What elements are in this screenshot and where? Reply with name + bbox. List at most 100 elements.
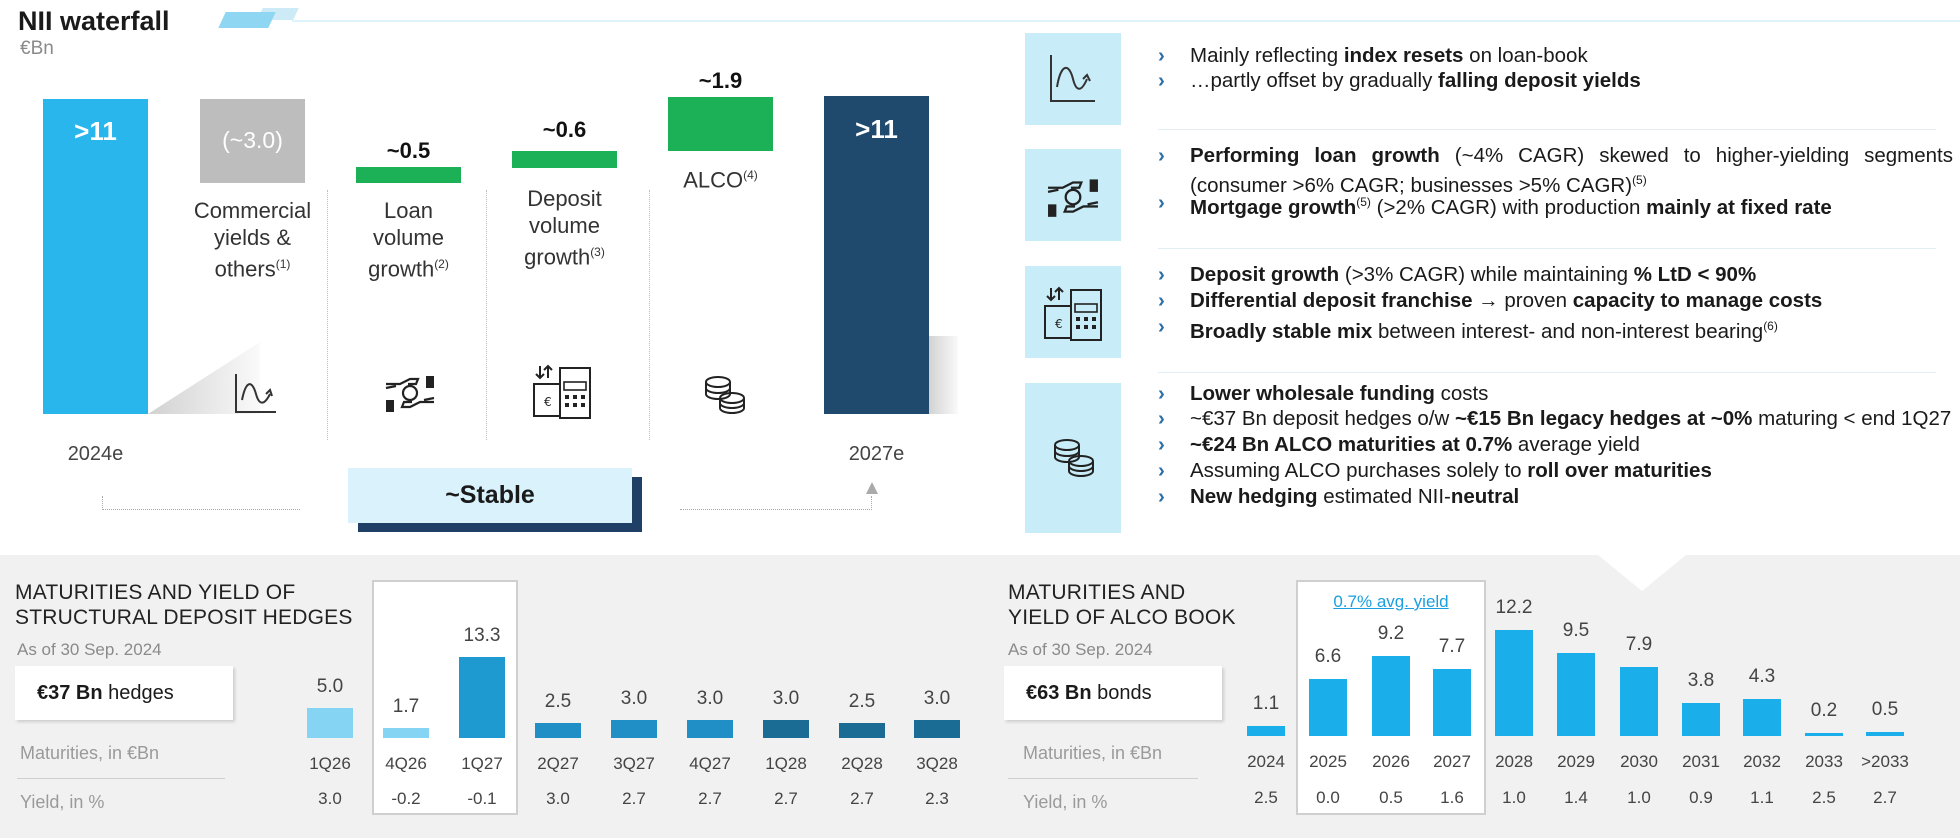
yield-value: 1.4 [1564,788,1588,807]
driver-bullet: › Mortgage growth(5) (>2% CAGR) with prod… [1158,191,1832,219]
yield-value: 3.0 [318,789,342,808]
coins-icon [1054,439,1094,477]
bar [1620,667,1658,736]
chevron-right-icon: › [1158,191,1165,214]
category-label: 2Q27 [537,754,579,773]
yield-value: 2.7 [622,789,646,808]
loan-volume-bar [356,167,461,183]
alco-label: ALCO(4) [683,167,758,193]
bar [1247,726,1285,736]
bar-value: 3.0 [620,687,648,709]
yield-value: 2.7 [1873,788,1897,807]
driver-bullet: › Broadly stable mix between interest- an… [1158,315,1778,343]
driver-bullet: › Lower wholesale funding costs [1158,382,1489,405]
end-bar-label: 2027e [848,443,905,465]
alco-value: ~1.9 [698,68,743,93]
category-label: 2033 [1805,752,1843,771]
category-label: 2031 [1682,752,1720,771]
bar-value: 3.8 [1687,669,1715,691]
category-label: 3Q28 [916,754,958,773]
bar-value: 4.3 [1748,665,1776,687]
category-label: 4Q26 [385,754,427,773]
commercial-yields-bar [200,99,305,183]
category-label: 3Q27 [613,754,655,773]
bar [839,722,885,738]
stable-label: ~Stable [348,468,632,523]
driver-bullet: › New hedging estimated NII-neutral [1158,485,1520,508]
waterfall-chart: >11 2024e (~3.0) Commercial yields & oth… [0,0,980,540]
chevron-right-icon: › [1158,459,1165,482]
start-bar-label: 2024e [67,443,124,465]
chevron-right-icon: › [1158,485,1165,508]
hedges-total-pill: €37 Bn hedges [15,666,233,720]
drivers-panel: € [1000,25,1960,545]
start-bar-value: >11 [74,116,117,146]
deposit-volume-bar [512,151,617,168]
yield-value: 1.1 [1750,788,1774,807]
avg-yield-label[interactable]: 0.7% avg. yield [1333,592,1449,611]
bar [611,719,657,738]
category-label: 2030 [1620,752,1658,771]
chevron-right-icon: › [1158,69,1165,92]
hedges-as-of: As of 30 Sep. 2024 [17,640,162,659]
bar-value: 3.0 [696,687,724,709]
bar [687,719,733,738]
rule [1008,778,1198,779]
yield-value: 0.0 [1316,788,1340,807]
start-bar [43,99,148,414]
bar-value: 9.2 [1377,622,1405,644]
driver-bullet: › Deposit growth (>3% CAGR) while maintai… [1158,263,1757,286]
driver-bullet: › ~€37 Bn deposit hedges o/w ~€15 Bn lega… [1158,407,1952,430]
chevron-right-icon: › [1158,44,1165,67]
alco-as-of: As of 30 Sep. 2024 [1008,640,1153,659]
bar [307,707,353,738]
hedges-maturities-label: Maturities, in €Bn [20,743,160,763]
yield-value: 2.5 [1812,788,1836,807]
deposit-volume-value: ~0.6 [542,117,587,142]
alco-yield-label: Yield, in % [1023,792,1108,812]
loan-volume-value: ~0.5 [386,138,431,163]
hedges-title: MATURITIES AND YIELD OF STRUCTURAL DEPOS… [15,581,353,629]
stable-bracket-left [102,496,300,510]
bar-value: 1.1 [1252,693,1280,715]
category-label: 1Q28 [765,754,807,773]
yield-value: -0.2 [391,789,421,808]
bar-value: 13.3 [463,624,501,646]
line-chart-icon [1050,55,1095,102]
driver-bullet: › Differential deposit franchise → proven… [1158,289,1823,312]
driver-icon-tile [1025,383,1121,533]
bar [1495,629,1533,736]
hand-coin-icon [385,376,435,412]
yield-value: 2.7 [698,789,722,808]
yield-value: 0.9 [1689,788,1713,807]
bar [763,719,809,738]
separator [486,190,487,440]
arrow-head [866,482,878,494]
bar-value: 5.0 [316,675,344,697]
driver-bullet: › ~€24 Bn ALCO maturities at 0.7% average… [1158,433,1640,456]
bar [383,727,429,738]
loan-volume-label: Loan volume growth(2) [368,198,449,282]
bar [1309,678,1347,736]
driver-icon-tile [1025,33,1121,125]
chevron-right-icon: › [1158,382,1165,405]
driver-icon-tile [1025,149,1121,241]
separator [327,190,328,440]
driver-bullet: › Performing loan growth (~4% CAGR) skewe… [1158,144,1953,197]
bar [459,656,505,738]
svg-text:€: € [1055,317,1063,331]
svg-text:€: € [544,395,552,409]
yield-value: 1.0 [1502,788,1526,807]
bar [1743,698,1781,736]
yield-value: 0.5 [1379,788,1403,807]
category-label: >2033 [1861,752,1909,771]
bar-value: 6.6 [1314,645,1342,667]
yield-value: 2.7 [850,789,874,808]
alco-maturities-label: Maturities, in €Bn [1023,743,1163,763]
coins-icon [705,376,745,414]
category-label: 2027 [1433,752,1471,771]
driver-icon-tile: € [1025,266,1121,358]
alco-total-pill: €63 Bn bonds [1004,666,1222,720]
category-label: 1Q27 [461,754,503,773]
yield-value: -0.1 [467,789,497,808]
